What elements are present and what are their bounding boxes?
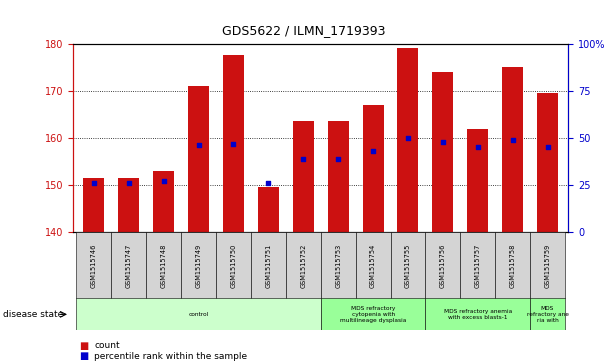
Point: [333, 156, 343, 162]
Bar: [293, 121, 314, 232]
Bar: [286, 232, 321, 299]
Bar: [147, 232, 181, 299]
Point: [368, 148, 378, 154]
Point: [299, 156, 308, 162]
Text: GSM1515746: GSM1515746: [91, 244, 97, 288]
Bar: [251, 232, 286, 299]
Text: ■: ■: [79, 351, 88, 362]
Text: GSM1515757: GSM1515757: [475, 244, 481, 288]
Text: percentile rank within the sample: percentile rank within the sample: [94, 352, 247, 361]
Bar: [328, 121, 348, 232]
Point: [508, 137, 517, 143]
Text: GSM1515747: GSM1515747: [126, 244, 132, 288]
Text: GSM1515759: GSM1515759: [545, 244, 550, 288]
Bar: [362, 105, 384, 232]
Bar: [77, 232, 111, 299]
Bar: [460, 232, 495, 299]
Text: GSM1515751: GSM1515751: [265, 244, 271, 288]
Text: GSM1515755: GSM1515755: [405, 244, 411, 288]
Point: [263, 180, 273, 186]
Text: GSM1515749: GSM1515749: [196, 244, 202, 288]
Text: GSM1515758: GSM1515758: [510, 244, 516, 288]
Bar: [119, 178, 139, 232]
Text: MDS
refractory ane
ria with: MDS refractory ane ria with: [527, 306, 568, 323]
Text: MDS refractory
cytopenia with
multilineage dysplasia: MDS refractory cytopenia with multilinea…: [340, 306, 406, 323]
Text: ■: ■: [79, 340, 88, 351]
Text: GSM1515754: GSM1515754: [370, 244, 376, 288]
Bar: [153, 171, 174, 232]
Bar: [537, 93, 558, 232]
Bar: [502, 67, 523, 232]
Point: [473, 144, 483, 150]
Bar: [356, 232, 390, 299]
Bar: [398, 48, 418, 232]
Text: count: count: [94, 341, 120, 350]
Text: GSM1515752: GSM1515752: [300, 244, 306, 288]
Bar: [188, 86, 209, 232]
Bar: [321, 232, 356, 299]
Text: GSM1515750: GSM1515750: [230, 244, 237, 288]
Bar: [468, 129, 488, 232]
Bar: [77, 298, 321, 330]
Bar: [83, 178, 105, 232]
Point: [543, 144, 553, 150]
Bar: [530, 298, 565, 330]
Bar: [111, 232, 147, 299]
Point: [438, 139, 447, 144]
Point: [124, 180, 134, 186]
Text: disease state: disease state: [3, 310, 63, 319]
Text: GSM1515756: GSM1515756: [440, 244, 446, 288]
Bar: [223, 55, 244, 232]
Bar: [426, 232, 460, 299]
Point: [229, 141, 238, 147]
Text: MDS refractory anemia
with excess blasts-1: MDS refractory anemia with excess blasts…: [444, 309, 512, 320]
Bar: [181, 232, 216, 299]
Text: control: control: [188, 312, 209, 317]
Point: [159, 179, 168, 184]
Text: GSM1515748: GSM1515748: [161, 244, 167, 288]
Bar: [432, 72, 454, 232]
Text: GSM1515753: GSM1515753: [335, 244, 341, 288]
Bar: [216, 232, 251, 299]
Bar: [426, 298, 530, 330]
Text: GDS5622 / ILMN_1719393: GDS5622 / ILMN_1719393: [223, 24, 385, 37]
Bar: [258, 188, 279, 232]
Point: [89, 180, 98, 186]
Bar: [530, 232, 565, 299]
Point: [194, 143, 204, 148]
Bar: [495, 232, 530, 299]
Point: [403, 135, 413, 141]
Bar: [390, 232, 426, 299]
Bar: [321, 298, 426, 330]
